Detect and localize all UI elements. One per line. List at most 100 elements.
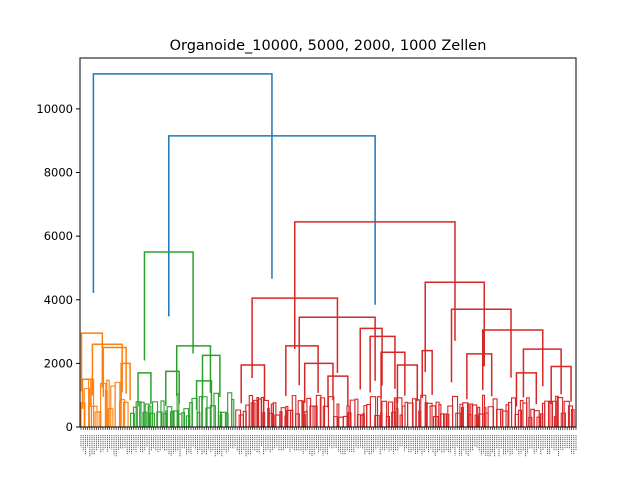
y-axis: 0 2000 4000 6000 8000 10000 — [36, 102, 80, 434]
leaf-link — [551, 400, 557, 427]
leaf-link — [135, 401, 142, 427]
merge-link-red-lr2 — [359, 327, 383, 390]
leaf-link — [285, 405, 289, 427]
merge-link-red-lr — [298, 316, 376, 386]
leaf-link — [132, 406, 138, 427]
merge-link-orange-r3 — [120, 362, 131, 403]
merge-link-orange-r — [91, 343, 123, 396]
leaf-link — [205, 407, 212, 427]
leaf-link — [426, 402, 433, 427]
leaf-link — [502, 410, 509, 427]
leaf-link — [176, 393, 180, 427]
chart-title: Organoide_10000, 5000, 2000, 1000 Zellen — [170, 38, 487, 54]
merge-link-green-l — [137, 372, 152, 407]
leaf-link — [312, 405, 318, 427]
merge-link-red-mid7 — [240, 364, 266, 404]
merge-link-red-top — [294, 221, 456, 350]
leaf-link — [94, 411, 102, 427]
merge-link-orange-r2 — [102, 346, 127, 397]
leaf-link — [407, 402, 414, 427]
merge-link-red-mid9 — [515, 372, 538, 407]
leaf-link — [231, 398, 235, 427]
merge-link-red-right — [424, 281, 485, 372]
leaf-link — [315, 394, 322, 427]
leaf-link — [477, 406, 481, 427]
leaf-link — [169, 411, 175, 427]
leaf-link — [319, 397, 326, 427]
merge-link-red-mid4 — [380, 351, 406, 399]
leaf-link — [213, 392, 219, 427]
leaf-link — [106, 379, 110, 427]
merge-link-red-mid1 — [285, 345, 319, 397]
leaf-link — [536, 416, 541, 427]
leaf-link — [80, 402, 86, 427]
leaf-link — [291, 395, 297, 427]
leaf-link — [366, 403, 371, 427]
leaf-link — [424, 402, 428, 427]
leaf-link — [567, 405, 574, 427]
leaf-link — [346, 405, 350, 427]
dendrogram-links — [80, 73, 572, 410]
leaf-link — [381, 400, 388, 427]
leaf-link — [420, 394, 427, 427]
leaf-link — [220, 411, 227, 427]
merge-link-red-lr3 — [369, 335, 396, 393]
leaf-link — [336, 403, 340, 427]
leaf-link — [471, 404, 478, 427]
leaf-link — [544, 400, 551, 427]
leaf-link — [563, 400, 570, 427]
leaf-link — [144, 403, 150, 427]
leaf-link — [347, 412, 352, 427]
leaf-link — [297, 400, 304, 427]
leaf-link — [374, 414, 380, 427]
dendrogram-leaf-links — [80, 378, 575, 427]
leaf-link — [156, 411, 163, 427]
plot-frame — [79, 57, 577, 428]
merge-link-red-mid3 — [466, 353, 493, 400]
merge-link-red-mid8 — [550, 365, 572, 405]
y-tick-label: 2000 — [44, 356, 73, 370]
leaf-link — [387, 401, 394, 427]
leaf-link — [462, 402, 469, 427]
leaf-link — [526, 397, 530, 427]
leaf-link — [556, 397, 564, 427]
leaf-link — [217, 411, 222, 427]
y-tick-label: 8000 — [44, 166, 73, 180]
leaf-link — [139, 401, 145, 427]
leaf-link — [354, 398, 359, 427]
leaf-link — [294, 413, 300, 427]
y-tick-label: 0 — [66, 420, 73, 434]
leaf-link — [130, 412, 135, 427]
merge-link-root — [92, 73, 273, 293]
leaf-labels — [80, 427, 577, 457]
leaf-link — [253, 399, 259, 427]
y-tick-label: 10000 — [36, 102, 73, 116]
leaf-link — [183, 408, 190, 427]
leaf-link — [235, 409, 242, 427]
merge-link-red-mid2 — [421, 349, 433, 398]
merge-link-green-r2 — [201, 354, 221, 400]
leaf-link — [172, 410, 179, 427]
merge-link-red-rr2 — [482, 329, 544, 391]
leaf-link — [440, 413, 445, 427]
merge-link-red-mid5 — [303, 362, 334, 403]
leaf-link — [376, 396, 382, 427]
merge-link-blue-inner — [168, 135, 376, 317]
y-tick-label: 4000 — [44, 293, 73, 307]
leaf-link — [181, 412, 186, 427]
leaf-link — [147, 405, 152, 427]
leaf-link — [119, 399, 126, 427]
leaf-link — [511, 397, 517, 427]
leaf-link — [263, 399, 269, 427]
leaf-link — [91, 405, 98, 427]
leaf-link — [198, 395, 203, 427]
merge-link-red-rr — [450, 308, 512, 383]
leaf-link — [306, 397, 312, 427]
merge-link-green-m2 — [195, 380, 213, 410]
leaf-link — [451, 395, 459, 427]
leaf-link — [560, 412, 566, 427]
merge-link-orange-top — [80, 332, 104, 392]
leaf-link — [570, 409, 575, 427]
leaf-link — [122, 401, 129, 427]
